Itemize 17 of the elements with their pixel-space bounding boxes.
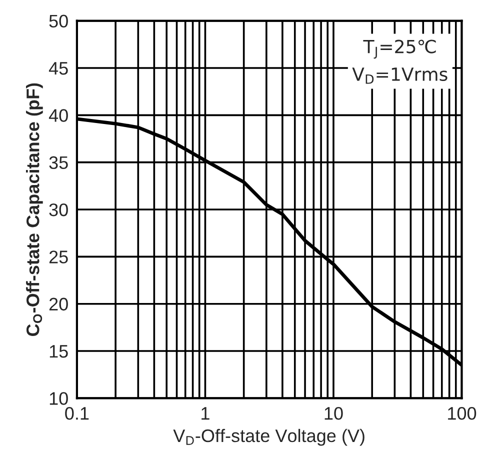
y-tick-label: 30 — [49, 203, 68, 216]
annotation: V$_{D}$=1Vrms — [352, 68, 448, 84]
y-tick-label: 20 — [49, 298, 68, 311]
x-tick-label: 1 — [202, 407, 210, 420]
y-tick-label: 50 — [49, 14, 68, 28]
annotation: T$_{J}$=25℃ — [363, 40, 436, 59]
y-tick-label: 25 — [49, 250, 68, 264]
x-axis-title: V$_{D}$-Off-state Voltage (V) — [173, 428, 364, 446]
y-tick-label: 15 — [50, 345, 68, 358]
x-tick-label: 100 — [448, 406, 476, 420]
y-axis-title: C$_{O}$-Off-state Capacitance (pF) — [26, 83, 43, 336]
y-tick-label: 10 — [50, 392, 68, 405]
x-tick-label: 0.1 — [65, 406, 89, 420]
x-tick-label: 10 — [324, 406, 343, 420]
y-tick-label: 40 — [48, 109, 68, 122]
y-tick-label: 35 — [49, 156, 68, 170]
y-tick-label: 45 — [48, 62, 68, 75]
